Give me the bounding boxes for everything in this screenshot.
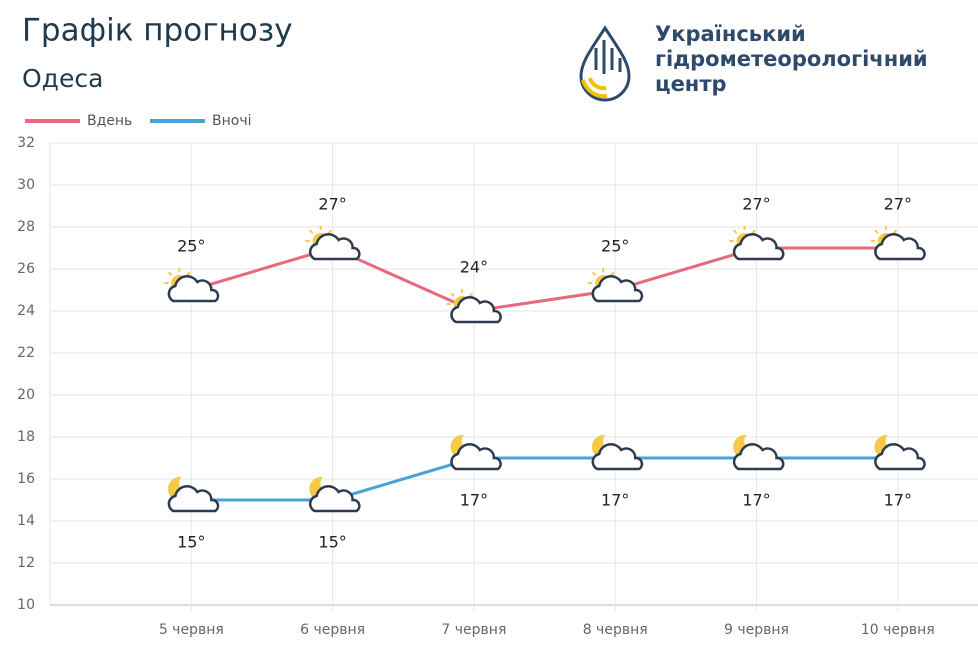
sun-ray <box>186 271 191 276</box>
cloud <box>591 275 644 303</box>
sun-ray <box>591 271 597 276</box>
data-label: 17° <box>601 491 629 510</box>
y-tick-label: 32 <box>17 135 35 151</box>
y-tick-label: 14 <box>17 513 35 529</box>
x-tick-label: 6 червня <box>300 622 365 638</box>
y-tick-label: 24 <box>17 303 35 319</box>
sun-ray <box>309 229 314 234</box>
cloud <box>732 443 785 471</box>
y-tick-label: 28 <box>17 219 35 235</box>
y-tick-label: 30 <box>17 177 35 193</box>
weather-icon <box>874 434 926 471</box>
weather-icon <box>305 226 361 261</box>
data-label: 24° <box>460 258 488 277</box>
logo-text: центр <box>655 72 727 96</box>
logo-text: Український <box>655 22 806 46</box>
weather-icon <box>588 268 644 303</box>
data-label: 27° <box>742 195 770 214</box>
weather-icon <box>870 226 926 261</box>
logo-icon <box>579 25 631 102</box>
x-tick-label: 9 червня <box>724 622 789 638</box>
cloud <box>874 233 926 261</box>
cloud <box>450 296 502 324</box>
y-tick-label: 20 <box>17 387 35 403</box>
sun-ray <box>327 229 332 234</box>
sun-ray <box>874 229 879 234</box>
logo-text: гідрометеорологічний <box>655 47 928 71</box>
weather-icon <box>732 434 785 471</box>
data-label: 17° <box>460 491 488 510</box>
weather-icon <box>308 476 361 513</box>
weather-icon <box>164 268 220 303</box>
data-label: 25° <box>601 237 629 256</box>
legend-label: Вночі <box>212 113 251 129</box>
data-label: 27° <box>884 195 912 214</box>
weather-icon <box>446 289 502 324</box>
sun-ray <box>892 229 898 234</box>
cloud <box>732 233 785 261</box>
y-tick-label: 10 <box>17 597 35 613</box>
y-tick-label: 26 <box>17 261 35 277</box>
x-tick-label: 5 червня <box>159 622 224 638</box>
sun-ray <box>733 229 738 234</box>
chart-subtitle: Одеса <box>22 64 103 93</box>
chart-title: Графік прогнозу <box>22 13 293 49</box>
sun-ray <box>468 292 474 297</box>
cloud <box>450 443 502 471</box>
cloud <box>308 233 361 261</box>
y-tick-label: 16 <box>17 471 35 487</box>
data-label: 17° <box>742 491 770 510</box>
data-label: 15° <box>177 533 205 552</box>
data-label: 15° <box>318 533 346 552</box>
cloud <box>167 275 220 303</box>
series-line <box>190 246 898 313</box>
weather-icon <box>167 476 220 513</box>
y-tick-label: 18 <box>17 429 35 445</box>
legend-label: Вдень <box>87 113 132 129</box>
weather-icon <box>729 226 785 261</box>
cloud <box>167 485 220 513</box>
weather-icon <box>450 434 502 471</box>
sun-ray <box>450 292 455 297</box>
cloud <box>591 443 644 471</box>
x-tick-label: 8 червня <box>583 622 648 638</box>
data-label: 25° <box>177 237 205 256</box>
y-tick-label: 12 <box>17 555 35 571</box>
x-tick-label: 10 червня <box>861 622 935 638</box>
sun-ray <box>610 271 615 276</box>
weather-icon <box>591 434 644 471</box>
x-tick-label: 7 червня <box>441 622 506 638</box>
data-label: 17° <box>884 491 912 510</box>
sun-ray <box>167 271 173 276</box>
sun-ray <box>751 229 756 234</box>
data-label: 27° <box>318 195 346 214</box>
cloud <box>874 443 926 471</box>
cloud <box>308 485 361 513</box>
y-tick-label: 22 <box>17 345 35 361</box>
